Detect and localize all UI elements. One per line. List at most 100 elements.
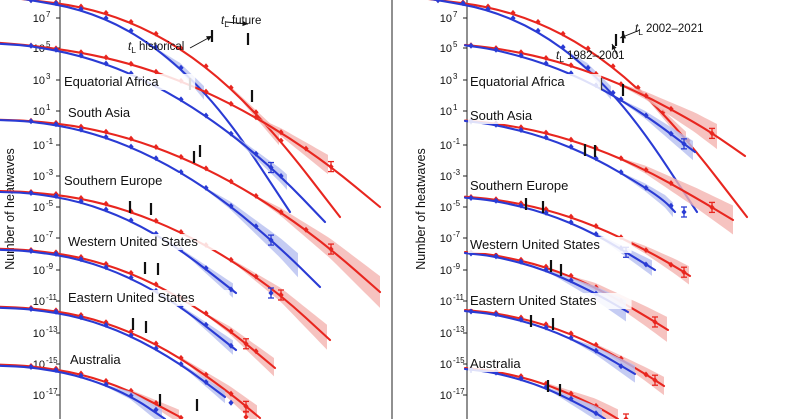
red-data-point <box>228 84 234 91</box>
blue-data-point <box>268 164 274 171</box>
y-tick-exponent: 5 <box>453 40 458 49</box>
region-label-bg <box>66 105 146 121</box>
region-label-bg <box>66 290 230 306</box>
y-tick-exponent: 3 <box>453 72 458 81</box>
blue-data-point <box>128 143 134 150</box>
red-data-point <box>243 340 249 347</box>
region-label: Equatorial Africa <box>470 74 565 89</box>
red-data-point <box>253 348 259 355</box>
red-data-point <box>103 200 109 207</box>
red-data-point <box>623 416 629 419</box>
red-data-point <box>253 109 259 116</box>
region-label: Eastern United States <box>470 293 597 308</box>
blue-data-point <box>28 190 34 196</box>
red-data-point <box>303 226 309 233</box>
arrow-head <box>611 44 617 50</box>
blue-data-point <box>53 367 59 374</box>
blue-data-point <box>153 406 159 413</box>
y-tick-exponent: 1 <box>46 103 51 112</box>
blue-data-point <box>78 52 84 59</box>
y-tick-label: 10 <box>440 328 452 340</box>
region-label: Southern Europe <box>470 178 568 193</box>
uncertainty-band <box>106 384 162 419</box>
tl-annotation: tL future <box>221 15 261 29</box>
red-data-point <box>128 60 134 67</box>
red-data-point <box>643 166 649 173</box>
y-tick-exponent: -9 <box>46 262 54 271</box>
y-tick-exponent: 3 <box>46 72 51 81</box>
red-data-point <box>518 49 524 56</box>
blue-data-point <box>103 60 109 67</box>
blue-data-point <box>485 6 491 13</box>
y-tick-exponent: -9 <box>453 262 461 271</box>
region-label: Australia <box>70 352 121 367</box>
blue-data-point <box>28 364 34 370</box>
blue-data-point <box>668 130 674 137</box>
red-fit-curve <box>0 118 382 294</box>
red-data-point <box>153 144 159 150</box>
blue-data-point <box>253 223 259 230</box>
arrow-head <box>242 20 248 27</box>
blue-data-point <box>53 193 59 199</box>
blue-data-point <box>643 261 649 268</box>
red-data-point <box>668 105 674 112</box>
blue-data-point <box>593 231 599 237</box>
blue-data-point <box>28 118 34 125</box>
blue-data-point <box>268 237 274 244</box>
red-data-point <box>643 92 649 99</box>
y-tick-exponent: -7 <box>46 230 54 239</box>
blue-data-point <box>128 274 134 281</box>
blue-data-point <box>618 363 624 370</box>
uncertainty-band <box>206 187 298 278</box>
blue-data-point <box>53 121 59 128</box>
red-data-point <box>652 377 658 384</box>
y-tick-exponent: 7 <box>453 10 458 19</box>
red-data-point <box>568 136 574 143</box>
red-data-point <box>203 165 209 172</box>
y-tick-exponent: -5 <box>453 199 461 208</box>
y-tick-label: 10 <box>440 171 452 183</box>
red-data-point <box>278 292 284 298</box>
y-tick-exponent: -7 <box>453 230 461 239</box>
red-data-point <box>560 30 566 37</box>
blue-data-point <box>468 195 474 201</box>
y-axis-label: Number of heatwaves <box>3 148 17 270</box>
blue-data-point <box>28 0 34 4</box>
red-data-point <box>568 330 574 337</box>
red-data-point <box>203 310 209 317</box>
blue-data-point <box>53 250 59 257</box>
region-label-bg <box>468 74 602 90</box>
blue-data-point <box>103 15 109 22</box>
blue-data-point <box>493 46 499 53</box>
red-data-point <box>78 49 84 56</box>
y-tick-label: 10 <box>440 13 452 25</box>
tl-annotation: tL 2002–2021 <box>635 23 704 37</box>
red-data-point <box>328 246 334 253</box>
red-data-point <box>243 414 249 419</box>
blue-data-point <box>203 321 209 328</box>
y-tick-exponent: -13 <box>453 325 465 334</box>
blue-data-point <box>681 209 687 215</box>
red-data-point <box>253 273 259 280</box>
blue-data-point <box>568 334 574 341</box>
uncertainty-band <box>621 83 717 150</box>
red-data-point <box>618 155 624 162</box>
y-tick-label: 10 <box>33 202 45 214</box>
red-data-point <box>681 269 687 276</box>
y-tick-label: 10 <box>33 233 45 245</box>
y-tick-label: 10 <box>440 265 452 277</box>
region-label-bg <box>468 108 548 124</box>
region-label-bg <box>468 293 632 309</box>
red-data-point <box>303 145 309 152</box>
y-tick-exponent: -17 <box>453 387 465 396</box>
uncertainty-band <box>571 338 635 383</box>
uncertainty-band <box>256 116 328 175</box>
y-tick-label: 10 <box>33 75 45 87</box>
blue-data-point <box>493 253 499 260</box>
region-label-bg <box>62 173 180 189</box>
blue-data-point <box>128 217 134 224</box>
blue-data-point <box>643 112 649 119</box>
blue-data-point <box>668 202 674 209</box>
blue-data-point <box>618 169 624 176</box>
tl-annotation: tL historical <box>128 41 184 55</box>
